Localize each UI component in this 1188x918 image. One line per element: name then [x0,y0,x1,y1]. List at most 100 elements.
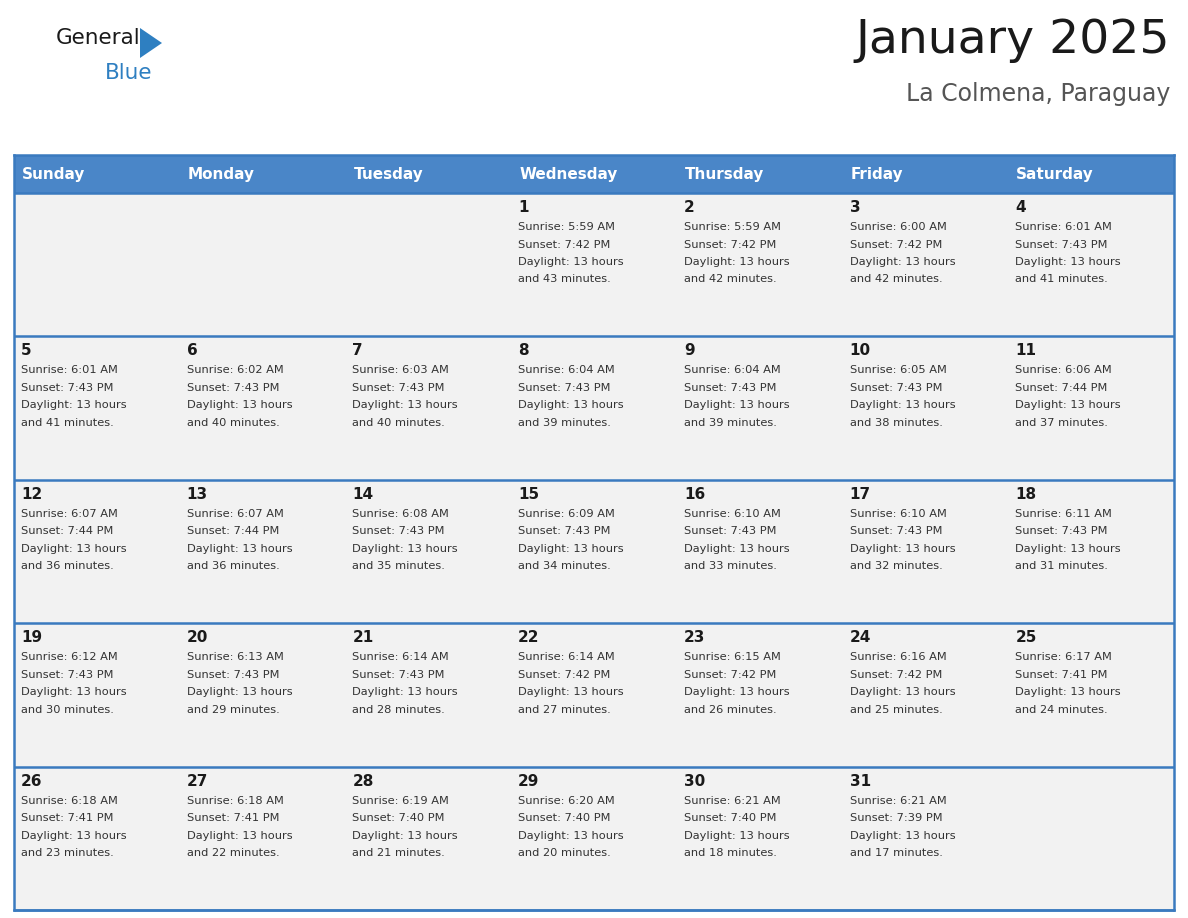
Bar [842,336,1009,480]
Text: Sunrise: 6:09 AM: Sunrise: 6:09 AM [518,509,615,519]
Text: and 36 minutes.: and 36 minutes. [187,561,279,571]
Text: Sunrise: 6:03 AM: Sunrise: 6:03 AM [353,365,449,375]
Text: 27: 27 [187,774,208,789]
Bar [511,767,677,910]
Text: and 43 minutes.: and 43 minutes. [518,274,611,285]
Text: 3: 3 [849,200,860,215]
Text: Sunset: 7:41 PM: Sunset: 7:41 PM [1016,670,1107,679]
Bar [677,623,842,767]
Text: Sunset: 7:44 PM: Sunset: 7:44 PM [1016,383,1107,393]
Text: Daylight: 13 hours: Daylight: 13 hours [1016,543,1121,554]
Text: Sunrise: 6:02 AM: Sunrise: 6:02 AM [187,365,284,375]
Text: Daylight: 13 hours: Daylight: 13 hours [21,688,127,697]
Text: Daylight: 13 hours: Daylight: 13 hours [684,831,790,841]
Text: La Colmena, Paraguay: La Colmena, Paraguay [905,82,1170,106]
Text: and 32 minutes.: and 32 minutes. [849,561,942,571]
Text: Sunrise: 6:14 AM: Sunrise: 6:14 AM [518,652,615,662]
Text: 21: 21 [353,630,374,645]
Text: Sunrise: 6:21 AM: Sunrise: 6:21 AM [849,796,947,806]
Text: Friday: Friday [851,166,903,182]
Bar [1009,336,1174,480]
Text: Blue: Blue [105,63,152,83]
Bar [346,623,511,767]
Text: Daylight: 13 hours: Daylight: 13 hours [187,831,292,841]
Text: 8: 8 [518,343,529,358]
Text: and 26 minutes.: and 26 minutes. [684,705,777,715]
Text: 29: 29 [518,774,539,789]
Text: and 38 minutes.: and 38 minutes. [849,418,942,428]
Text: 14: 14 [353,487,373,502]
Text: Daylight: 13 hours: Daylight: 13 hours [353,400,459,410]
Text: 25: 25 [1016,630,1037,645]
Text: Sunrise: 6:01 AM: Sunrise: 6:01 AM [1016,222,1112,232]
Bar [346,767,511,910]
Text: Sunset: 7:43 PM: Sunset: 7:43 PM [518,526,611,536]
Text: Sunset: 7:40 PM: Sunset: 7:40 PM [684,813,776,823]
Text: Tuesday: Tuesday [353,166,423,182]
Text: Daylight: 13 hours: Daylight: 13 hours [187,543,292,554]
Bar [511,193,677,336]
Text: Sunset: 7:42 PM: Sunset: 7:42 PM [518,240,611,250]
Text: Daylight: 13 hours: Daylight: 13 hours [849,688,955,697]
Text: and 24 minutes.: and 24 minutes. [1016,705,1108,715]
Text: General: General [56,28,140,48]
Text: and 39 minutes.: and 39 minutes. [518,418,611,428]
Text: 28: 28 [353,774,374,789]
Text: and 27 minutes.: and 27 minutes. [518,705,611,715]
Text: Daylight: 13 hours: Daylight: 13 hours [684,543,790,554]
Text: Sunset: 7:43 PM: Sunset: 7:43 PM [684,526,776,536]
Text: Daylight: 13 hours: Daylight: 13 hours [684,688,790,697]
Text: Daylight: 13 hours: Daylight: 13 hours [849,831,955,841]
Text: 24: 24 [849,630,871,645]
Text: Daylight: 13 hours: Daylight: 13 hours [187,400,292,410]
Text: and 40 minutes.: and 40 minutes. [353,418,446,428]
Text: Daylight: 13 hours: Daylight: 13 hours [849,400,955,410]
Text: 6: 6 [187,343,197,358]
Bar [677,193,842,336]
Bar [14,336,179,480]
Text: Sunrise: 6:00 AM: Sunrise: 6:00 AM [849,222,947,232]
Text: and 17 minutes.: and 17 minutes. [849,848,942,858]
Text: Sunrise: 6:04 AM: Sunrise: 6:04 AM [684,365,781,375]
Text: Sunset: 7:43 PM: Sunset: 7:43 PM [353,383,446,393]
Text: Sunrise: 6:21 AM: Sunrise: 6:21 AM [684,796,781,806]
Text: Sunrise: 5:59 AM: Sunrise: 5:59 AM [518,222,615,232]
Text: and 34 minutes.: and 34 minutes. [518,561,611,571]
Text: Sunset: 7:42 PM: Sunset: 7:42 PM [849,670,942,679]
Text: 9: 9 [684,343,695,358]
Bar [511,623,677,767]
Text: and 36 minutes.: and 36 minutes. [21,561,114,571]
Text: Sunrise: 6:18 AM: Sunrise: 6:18 AM [187,796,284,806]
Text: Sunrise: 5:59 AM: Sunrise: 5:59 AM [684,222,781,232]
Text: and 37 minutes.: and 37 minutes. [1016,418,1108,428]
Text: Sunrise: 6:16 AM: Sunrise: 6:16 AM [849,652,947,662]
Text: and 41 minutes.: and 41 minutes. [21,418,114,428]
Text: Sunrise: 6:19 AM: Sunrise: 6:19 AM [353,796,449,806]
Text: 23: 23 [684,630,706,645]
Bar [179,193,346,336]
Text: Sunset: 7:42 PM: Sunset: 7:42 PM [684,240,776,250]
Text: Sunset: 7:43 PM: Sunset: 7:43 PM [1016,526,1107,536]
Bar [842,480,1009,623]
Text: Sunrise: 6:17 AM: Sunrise: 6:17 AM [1016,652,1112,662]
Text: 1: 1 [518,200,529,215]
Text: Daylight: 13 hours: Daylight: 13 hours [187,688,292,697]
Bar [14,767,179,910]
Text: Sunrise: 6:07 AM: Sunrise: 6:07 AM [21,509,118,519]
Bar [346,480,511,623]
Text: Daylight: 13 hours: Daylight: 13 hours [684,257,790,267]
Text: and 22 minutes.: and 22 minutes. [187,848,279,858]
Text: Daylight: 13 hours: Daylight: 13 hours [353,831,459,841]
Text: Sunset: 7:39 PM: Sunset: 7:39 PM [849,813,942,823]
Text: Daylight: 13 hours: Daylight: 13 hours [21,543,127,554]
Text: Sunday: Sunday [23,166,86,182]
Text: Sunrise: 6:15 AM: Sunrise: 6:15 AM [684,652,781,662]
Text: Sunrise: 6:06 AM: Sunrise: 6:06 AM [1016,365,1112,375]
Text: Sunset: 7:43 PM: Sunset: 7:43 PM [21,383,114,393]
Text: Monday: Monday [188,166,254,182]
Text: Daylight: 13 hours: Daylight: 13 hours [21,400,127,410]
Text: and 39 minutes.: and 39 minutes. [684,418,777,428]
Text: 20: 20 [187,630,208,645]
Bar [1009,480,1174,623]
Text: Sunrise: 6:14 AM: Sunrise: 6:14 AM [353,652,449,662]
